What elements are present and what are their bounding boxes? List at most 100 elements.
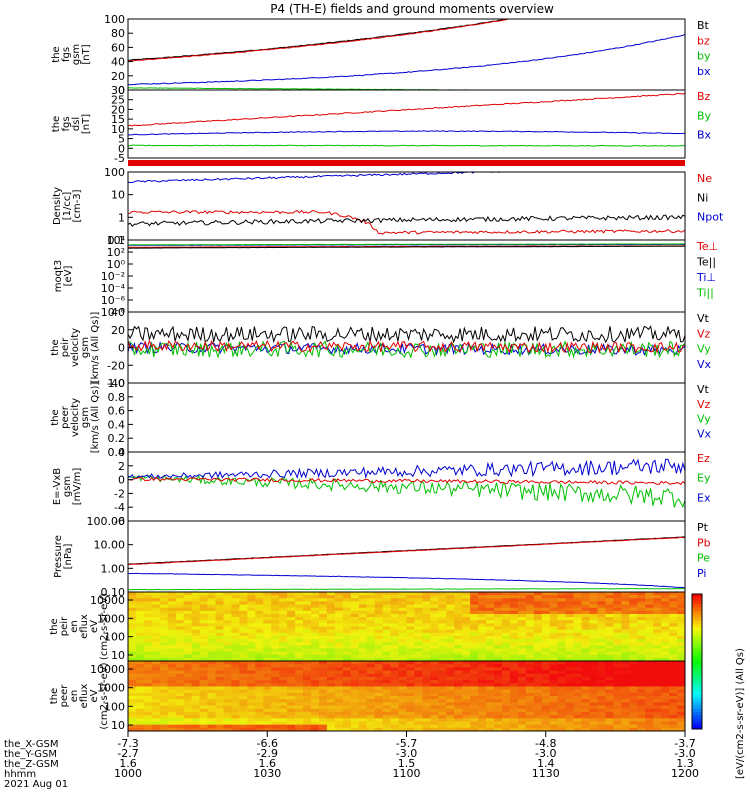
spectrogram-cell — [303, 686, 312, 691]
spectrogram-cell — [390, 702, 400, 707]
series-Vx — [128, 340, 685, 357]
spectrogram-cell — [605, 721, 614, 726]
spectrogram-cell — [589, 639, 598, 643]
spectrogram-cell — [398, 664, 407, 668]
colorbar-cell — [692, 627, 702, 632]
spectrogram-cell — [247, 673, 256, 678]
spectrogram-cell — [557, 607, 567, 612]
spectrogram-cell — [366, 696, 376, 700]
spectrogram-cell — [589, 645, 598, 649]
spectrogram-cell — [565, 676, 575, 681]
spectrogram-cell — [199, 604, 209, 609]
spectrogram-cell — [223, 724, 232, 729]
spectrogram-cell — [199, 613, 209, 618]
spectrogram-cell — [255, 592, 264, 596]
spectrogram-cell — [557, 664, 567, 668]
spectrogram-cell — [263, 667, 272, 672]
spectrogram-cell — [318, 623, 328, 627]
spectrogram-cell — [557, 601, 567, 606]
ylabel-line: [1/cc] — [62, 192, 73, 221]
spectrogram-cell — [311, 610, 320, 615]
spectrogram-cell — [478, 620, 487, 624]
spectrogram-cell — [414, 696, 423, 700]
xtick-label-z: 1.6 — [119, 757, 137, 770]
spectrogram-cell — [159, 715, 169, 719]
spectrogram-cell — [541, 642, 551, 646]
spectrogram-cell — [398, 657, 407, 661]
spectrogram-cell — [151, 657, 161, 661]
spectrogram-cell — [167, 648, 177, 653]
spectrogram-cell — [303, 635, 312, 640]
spectrogram-cell — [414, 657, 423, 661]
ylabel-line: eV — [89, 689, 100, 702]
spectrogram-cell — [374, 651, 384, 656]
spectrogram-cell — [446, 648, 455, 653]
spectrogram-cell — [207, 632, 217, 637]
spectrogram-cell — [183, 692, 193, 697]
spectrogram-cell — [478, 721, 487, 726]
spectrogram-cell — [350, 724, 360, 729]
spectrogram-cell — [589, 667, 598, 672]
spectrogram-cell — [501, 610, 511, 615]
spectrogram-cell — [390, 592, 400, 596]
spectrogram-cell — [517, 645, 527, 649]
spectrogram-cell — [295, 692, 304, 697]
spectrogram-cell — [462, 664, 471, 668]
spectrogram-cell — [199, 626, 209, 631]
spectrogram-cell — [486, 711, 495, 716]
spectrogram-cell — [541, 689, 551, 694]
spectrogram-cell — [167, 667, 177, 672]
spectrogram-cell — [549, 623, 559, 627]
spectrogram-cell — [454, 623, 463, 627]
spectrogram-cell — [159, 635, 169, 640]
spectrogram-cell — [621, 620, 630, 624]
spectrogram-cell — [525, 645, 535, 649]
spectrogram-cell — [470, 654, 479, 659]
spectrogram-cell — [366, 673, 376, 678]
spectrogram-cell — [167, 645, 177, 649]
spectrogram-cell — [525, 696, 535, 700]
spectrogram-cell — [326, 604, 336, 609]
spectrogram-cell — [454, 626, 463, 631]
spectrogram-cell — [143, 639, 153, 643]
spectrogram-cell — [509, 626, 519, 631]
spectrogram-cell — [501, 699, 511, 703]
spectrogram-cell — [454, 718, 463, 722]
spectrogram-cell — [183, 648, 193, 653]
spectrogram-cell — [239, 648, 248, 653]
spectrogram-cell — [366, 715, 376, 719]
spectrogram-cell — [533, 673, 543, 678]
spectrogram-cell — [231, 673, 240, 678]
spectrogram-cell — [398, 598, 407, 602]
ytick-label: 20 — [111, 70, 125, 83]
spectrogram-cell — [621, 642, 630, 646]
spectrogram-cell — [167, 708, 177, 713]
spectrogram-cell — [565, 642, 575, 646]
spectrogram-cell — [486, 642, 495, 646]
spectrogram-cell — [167, 711, 177, 716]
spectrogram-cell — [311, 604, 320, 609]
spectrogram-cell — [565, 708, 575, 713]
spectrogram-cell — [287, 654, 296, 659]
spectrogram-cell — [183, 721, 193, 726]
spectrogram-cell — [151, 642, 161, 646]
xtick-label-t: 1130 — [532, 767, 560, 780]
spectrogram-cell — [128, 613, 137, 618]
spectrogram-cell — [191, 626, 201, 631]
spectrogram-cell — [263, 683, 272, 687]
spectrogram-cell — [470, 689, 479, 694]
colorbar-cell — [692, 644, 702, 649]
spectrogram-cell — [279, 592, 288, 596]
spectrogram-cell — [669, 648, 678, 653]
spectrogram-cell — [334, 683, 344, 687]
spectrogram-cell — [175, 676, 185, 681]
spectrogram-cell — [334, 604, 344, 609]
spectrogram-cell — [207, 673, 217, 678]
spectrogram-cell — [159, 661, 169, 665]
spectrogram-cell — [295, 661, 304, 665]
spectrogram-cell — [263, 617, 272, 621]
spectrogram-cell — [589, 676, 598, 681]
spectrogram-cell — [589, 715, 598, 719]
spectrogram-cell — [509, 692, 519, 697]
